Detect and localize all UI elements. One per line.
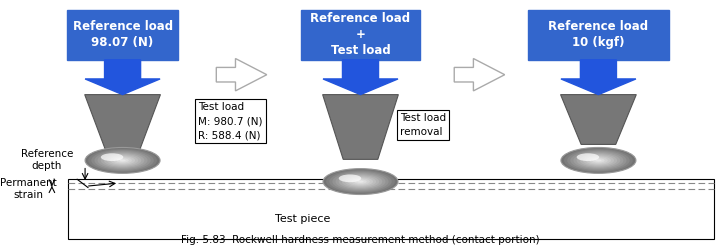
Circle shape (113, 157, 132, 164)
Circle shape (88, 149, 157, 172)
Circle shape (586, 156, 611, 165)
Circle shape (323, 169, 398, 194)
Text: Fig. 5.83  Rockwell hardness measurement method (contact portion): Fig. 5.83 Rockwell hardness measurement … (181, 235, 540, 245)
Circle shape (120, 159, 125, 162)
Circle shape (92, 150, 154, 171)
Polygon shape (323, 95, 398, 159)
Circle shape (85, 147, 160, 173)
Circle shape (358, 181, 363, 183)
Polygon shape (323, 60, 398, 95)
Circle shape (348, 177, 373, 186)
FancyBboxPatch shape (528, 10, 669, 60)
FancyBboxPatch shape (68, 179, 714, 239)
Circle shape (329, 171, 392, 192)
Text: Reference
depth: Reference depth (21, 149, 73, 171)
Circle shape (354, 180, 367, 184)
Circle shape (97, 152, 148, 169)
Circle shape (589, 157, 608, 164)
Circle shape (326, 170, 395, 193)
Circle shape (94, 151, 151, 170)
Circle shape (580, 154, 617, 167)
Circle shape (104, 154, 141, 167)
Circle shape (577, 153, 599, 161)
Polygon shape (85, 60, 160, 95)
Text: Test load
M: 980.7 (N)
R: 588.4 (N): Test load M: 980.7 (N) R: 588.4 (N) (198, 102, 262, 140)
Circle shape (101, 153, 144, 168)
Text: Reference load
10 (kgf): Reference load 10 (kgf) (549, 20, 648, 49)
Circle shape (351, 178, 370, 185)
FancyBboxPatch shape (67, 10, 179, 60)
Polygon shape (85, 95, 161, 149)
Circle shape (592, 158, 605, 163)
Circle shape (116, 158, 129, 163)
Circle shape (577, 153, 620, 168)
Circle shape (567, 150, 629, 171)
Circle shape (342, 175, 379, 188)
Circle shape (332, 172, 389, 191)
Circle shape (339, 175, 361, 182)
Circle shape (596, 159, 601, 162)
Circle shape (339, 174, 382, 189)
Polygon shape (561, 95, 636, 144)
Circle shape (583, 155, 614, 166)
Text: Reference load
98.07 (N): Reference load 98.07 (N) (73, 20, 172, 49)
Polygon shape (216, 59, 267, 91)
Circle shape (335, 173, 386, 190)
Circle shape (107, 155, 138, 166)
FancyBboxPatch shape (301, 10, 420, 60)
Circle shape (570, 151, 627, 170)
Circle shape (564, 149, 633, 172)
Circle shape (101, 153, 123, 161)
Text: Permanent
strain: Permanent strain (1, 179, 57, 200)
Circle shape (110, 156, 135, 165)
Circle shape (573, 152, 624, 169)
Text: Test piece: Test piece (275, 214, 330, 224)
Text: Reference load
+
Test load: Reference load + Test load (311, 12, 410, 57)
Circle shape (561, 147, 636, 173)
Text: Test load
removal: Test load removal (400, 113, 446, 137)
Polygon shape (561, 60, 636, 95)
Circle shape (345, 176, 376, 187)
Polygon shape (454, 59, 505, 91)
